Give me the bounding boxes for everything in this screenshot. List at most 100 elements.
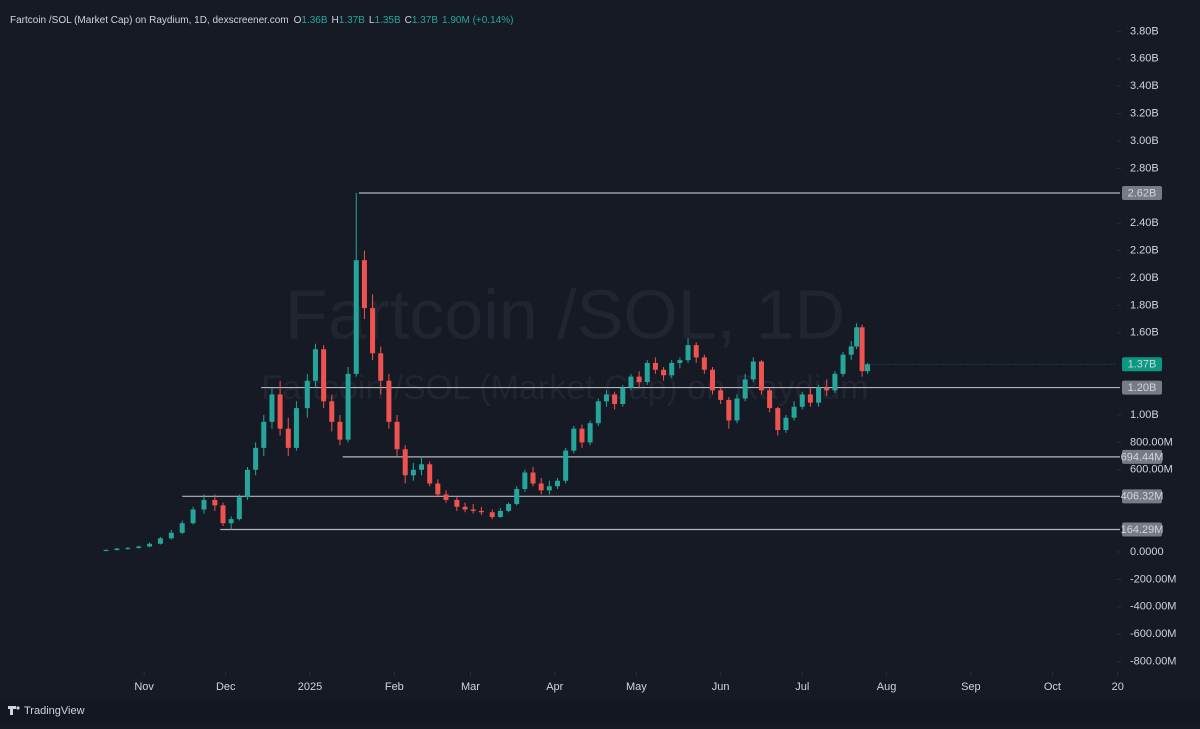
x-tick-label: Mar (461, 681, 480, 693)
candle-body (489, 512, 495, 518)
legend-value: 1.37B (339, 15, 365, 26)
candle-body (571, 428, 577, 451)
plot-area (103, 192, 1120, 552)
candle-body (253, 447, 259, 470)
level-label-box (1122, 522, 1162, 537)
x-tick-label: Jul (795, 681, 809, 693)
candle-body (530, 472, 536, 484)
candle-body (353, 260, 359, 374)
candle-body (555, 480, 560, 487)
candle-body (261, 421, 267, 448)
legend-key: L (369, 15, 375, 26)
level-label-box (1122, 489, 1162, 504)
candle-body (726, 399, 732, 421)
logo-mark (16, 706, 20, 710)
candle-body (677, 360, 683, 363)
x-tick-label: Apr (546, 681, 563, 693)
y-tick-label: -200.00M (1130, 573, 1176, 585)
candle-body (236, 497, 242, 520)
candle-body (669, 362, 675, 376)
x-tick-label: Oct (1044, 681, 1061, 693)
x-tick-label: 20 (1112, 681, 1124, 693)
x-tick-label: Sep (961, 681, 981, 693)
candle-body (854, 327, 860, 347)
candle-body (277, 394, 283, 429)
legend-change: 1.90M (+0.14%) (442, 15, 513, 26)
candle-body (628, 376, 634, 388)
x-tick-label: Aug (877, 681, 897, 693)
candle-body (767, 390, 773, 409)
x-tick-label: Dec (216, 681, 236, 693)
legend-value: 1.37B (412, 15, 438, 26)
candle-body (734, 398, 740, 421)
y-tick-label: 3.00B (1130, 135, 1159, 147)
candle-body (783, 417, 789, 431)
level-label: 164.29M (1121, 524, 1164, 536)
candle-body (612, 394, 618, 405)
level-label-box (1122, 186, 1162, 201)
candle-body (419, 464, 425, 470)
y-tick-label: -600.00M (1130, 628, 1176, 640)
candle-body (497, 510, 503, 518)
candle-body (228, 519, 234, 524)
candle-body (791, 406, 797, 418)
candle-body (304, 380, 310, 409)
y-tick-label: 3.20B (1130, 107, 1159, 119)
y-tick-label: 2.40B (1130, 217, 1159, 229)
footer (0, 700, 1200, 724)
legend-value: 1.36B (301, 15, 327, 26)
logo-mark (10, 706, 13, 715)
candle-body (514, 488, 520, 505)
level-label: 2.62B (1128, 187, 1157, 199)
y-tick-label: 1.00B (1130, 409, 1159, 421)
header: Fartcoin /SOL (Market Cap) on Raydium, 1… (10, 15, 513, 26)
candle-body (285, 428, 291, 448)
x-tick-label: 2025 (298, 681, 322, 693)
candle-body (620, 387, 626, 405)
candle-body (742, 379, 748, 399)
level-label-box (1122, 380, 1162, 395)
header-title: Fartcoin /SOL (Market Cap) on Raydium, 1… (10, 15, 289, 26)
candle-body (710, 369, 716, 391)
legend-key: C (405, 15, 412, 26)
candle-body (386, 380, 392, 422)
y-tick-label: 2.00B (1130, 272, 1159, 284)
candle-body (345, 373, 351, 440)
y-tick-label: 2.80B (1130, 162, 1159, 174)
candle-body (824, 387, 830, 391)
candle-body (506, 504, 512, 511)
candle-body (470, 509, 476, 511)
candle-body (832, 373, 838, 391)
candle-body (522, 472, 528, 489)
candle-body (454, 499, 460, 507)
y-tick-label: -400.00M (1130, 601, 1176, 613)
y-tick-label: 3.40B (1130, 80, 1159, 92)
candle-body (840, 354, 846, 374)
candle-body (546, 486, 552, 491)
candle-body (201, 499, 207, 510)
candle-body (269, 394, 275, 422)
x-tick-label: Feb (385, 681, 404, 693)
last-price-label: 1.37B (1128, 359, 1157, 371)
candle-body (538, 483, 544, 491)
y-tick-label: 3.80B (1130, 25, 1159, 37)
candle-body (701, 357, 707, 370)
y-tick-label: 600.00M (1130, 464, 1173, 476)
axes: 3.80B 3.60B 3.40B 3.20B 3.00B 2.80B 2.40B 2.20B… (134, 25, 1176, 693)
candle-body (244, 469, 250, 498)
candle-body (427, 464, 433, 484)
y-tick-label: 800.00M (1130, 436, 1173, 448)
candle-body (758, 361, 764, 391)
candle-body (859, 327, 865, 372)
candle-body (337, 421, 343, 440)
candle-body (125, 547, 131, 549)
level-label: 406.32M (1121, 491, 1164, 503)
candle-body (595, 401, 601, 424)
candle-body (103, 549, 109, 551)
candle-body (799, 394, 805, 407)
candle-body (636, 376, 642, 383)
candle-body (361, 260, 367, 309)
legend-value: 1.35B (374, 15, 400, 26)
candle-body (114, 548, 120, 550)
